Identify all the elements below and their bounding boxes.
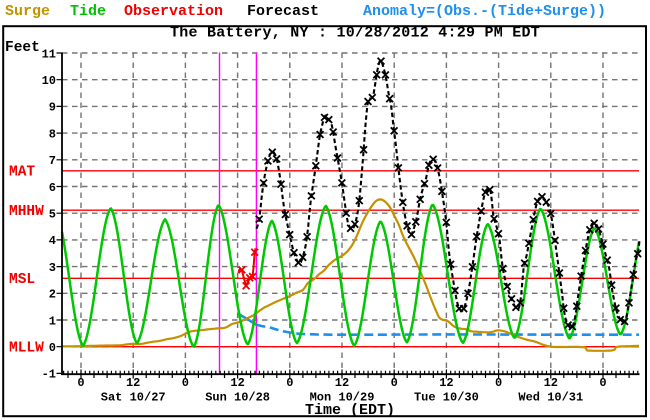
svg-text:12: 12 (335, 376, 349, 390)
svg-text:Forecast: Forecast (247, 3, 319, 20)
svg-text:12: 12 (439, 376, 453, 390)
svg-text:Tue 10/30: Tue 10/30 (414, 390, 479, 404)
svg-text:Surge: Surge (5, 3, 50, 20)
svg-text:MLLW: MLLW (9, 341, 44, 357)
svg-text:9: 9 (49, 101, 56, 115)
svg-text:0: 0 (599, 376, 606, 390)
svg-text:Time (EDT): Time (EDT) (305, 402, 395, 419)
svg-text:8: 8 (49, 127, 56, 141)
svg-text:Anomaly=(Obs.-(Tide+Surge)): Anomaly=(Obs.-(Tide+Surge)) (363, 3, 606, 20)
svg-text:0: 0 (182, 376, 189, 390)
svg-text:12: 12 (126, 376, 140, 390)
svg-text:12: 12 (544, 376, 558, 390)
svg-text:MAT: MAT (9, 165, 35, 181)
svg-text:0: 0 (49, 341, 56, 355)
svg-text:10: 10 (42, 74, 56, 88)
svg-text:MSL: MSL (9, 272, 35, 288)
svg-text:3: 3 (49, 261, 56, 275)
svg-text:0: 0 (77, 376, 84, 390)
svg-text:11: 11 (42, 47, 56, 61)
svg-text:0: 0 (391, 376, 398, 390)
svg-text:-1: -1 (42, 368, 56, 382)
svg-text:7: 7 (49, 154, 56, 168)
svg-text:Wed 10/31: Wed 10/31 (518, 390, 583, 404)
svg-text:Tide: Tide (70, 3, 106, 20)
svg-text:Feet: Feet (5, 40, 40, 56)
svg-text:0: 0 (286, 376, 293, 390)
svg-text:6: 6 (49, 181, 56, 195)
svg-text:Sat 10/27: Sat 10/27 (101, 390, 166, 404)
svg-text:4: 4 (49, 234, 56, 248)
svg-text:Observation: Observation (124, 3, 223, 20)
svg-text:1: 1 (49, 314, 56, 328)
svg-text:The Battery, NY : 10/28/2012 4: The Battery, NY : 10/28/2012 4:29 PM EDT (170, 25, 540, 42)
svg-text:5: 5 (49, 208, 56, 222)
svg-text:Mon 10/29: Mon 10/29 (310, 390, 375, 404)
svg-text:2: 2 (49, 288, 56, 302)
svg-text:0: 0 (495, 376, 502, 390)
svg-text:MHHW: MHHW (9, 204, 44, 220)
svg-text:Sun 10/28: Sun 10/28 (205, 390, 270, 404)
svg-text:12: 12 (230, 376, 244, 390)
